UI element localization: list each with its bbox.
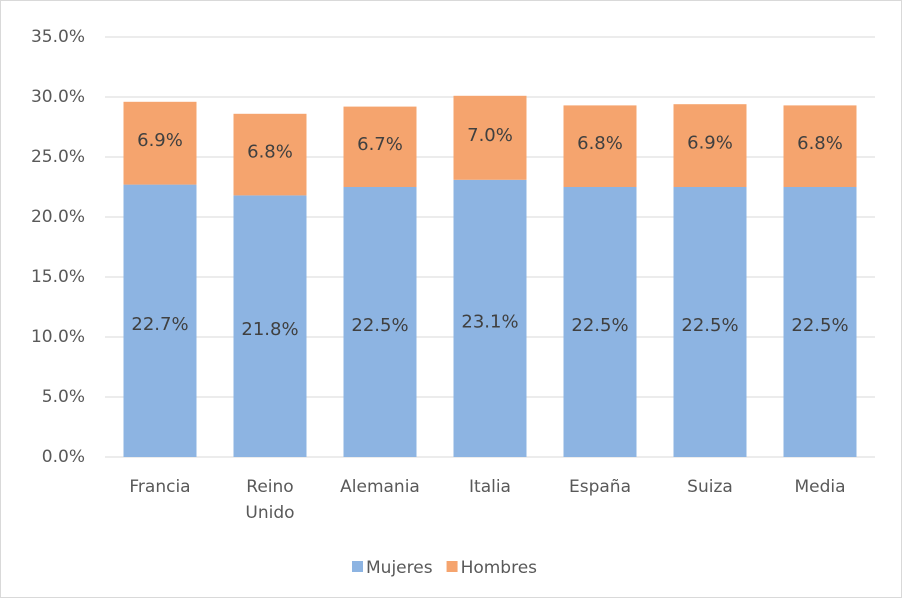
bar-segment bbox=[453, 179, 527, 458]
y-tick-label: 15.0% bbox=[31, 267, 85, 287]
data-label: 22.5% bbox=[681, 315, 738, 336]
bar-segment bbox=[783, 187, 857, 457]
x-tick-label: Alemania bbox=[340, 477, 420, 497]
bar-segment bbox=[563, 105, 637, 187]
data-label: 6.8% bbox=[797, 133, 843, 154]
bar-segment bbox=[673, 187, 747, 457]
y-tick-label: 35.0% bbox=[31, 27, 85, 47]
bar-segment bbox=[123, 184, 197, 457]
legend-label: Hombres bbox=[461, 558, 538, 578]
x-tick-label: Suiza bbox=[687, 477, 733, 497]
data-label: 21.8% bbox=[241, 319, 298, 340]
legend-label: Mujeres bbox=[366, 558, 433, 578]
data-label: 23.1% bbox=[461, 311, 518, 332]
legend-swatch bbox=[446, 561, 458, 572]
data-label: 6.8% bbox=[247, 142, 293, 163]
bar-segment bbox=[453, 95, 527, 180]
bar-segment bbox=[343, 187, 417, 457]
data-label: 6.9% bbox=[687, 133, 733, 154]
bar-segment bbox=[563, 187, 637, 457]
legend-swatch bbox=[352, 561, 363, 572]
data-label: 22.5% bbox=[791, 315, 848, 336]
y-tick-label: 30.0% bbox=[31, 87, 85, 107]
data-label: 6.9% bbox=[137, 130, 183, 151]
data-label: 6.8% bbox=[577, 133, 623, 154]
y-tick-label: 0.0% bbox=[42, 447, 85, 467]
data-label: 22.5% bbox=[571, 315, 628, 336]
bar-segment bbox=[673, 104, 747, 187]
y-tick-label: 25.0% bbox=[31, 147, 85, 167]
bar-segment bbox=[783, 105, 857, 187]
bar-segment bbox=[233, 195, 307, 457]
y-tick-label: 5.0% bbox=[42, 387, 85, 407]
bar-segment bbox=[233, 113, 307, 196]
x-tick-label: Italia bbox=[469, 477, 511, 497]
x-tick-label: Media bbox=[794, 477, 846, 497]
y-tick-label: 10.0% bbox=[31, 327, 85, 347]
bar-segment bbox=[343, 106, 417, 187]
data-label: 22.5% bbox=[351, 315, 408, 336]
data-label: 22.7% bbox=[131, 314, 188, 335]
x-tick-label: España bbox=[569, 477, 631, 497]
data-label: 6.7% bbox=[357, 134, 403, 155]
x-tick-label: Reino Unido bbox=[245, 477, 295, 523]
data-label: 7.0% bbox=[467, 125, 513, 146]
y-tick-label: 20.0% bbox=[31, 207, 85, 227]
bar-segment bbox=[123, 101, 197, 185]
x-tick-label: Francia bbox=[129, 477, 191, 497]
